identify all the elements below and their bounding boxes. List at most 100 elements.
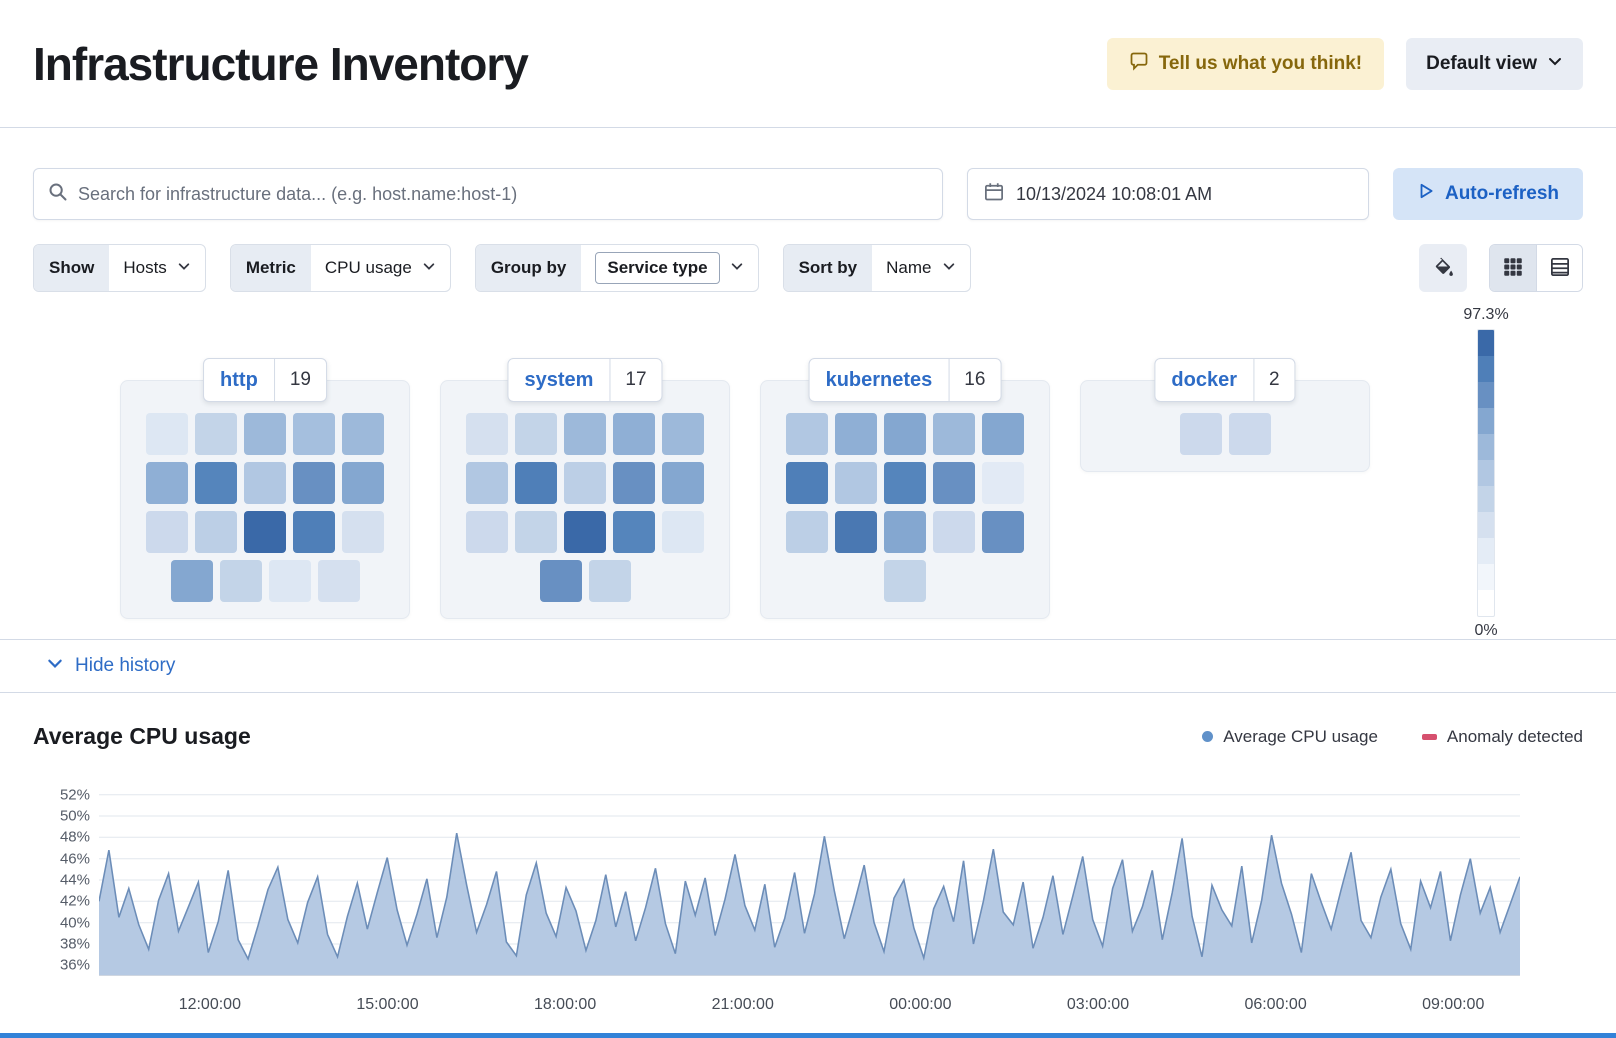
- x-axis-label: 03:00:00: [1066, 996, 1130, 1013]
- host-tile[interactable]: [244, 413, 286, 455]
- fill-color-button[interactable]: [1419, 244, 1467, 292]
- host-tile[interactable]: [244, 511, 286, 553]
- host-tile[interactable]: [342, 462, 384, 504]
- host-tile[interactable]: [539, 560, 582, 602]
- host-tile[interactable]: [564, 462, 606, 504]
- group-label[interactable]: http 19: [203, 358, 327, 402]
- host-tile[interactable]: [588, 560, 631, 602]
- host-tile[interactable]: [933, 413, 975, 455]
- host-tile[interactable]: [146, 462, 188, 504]
- x-axis-label: 09:00:00: [1422, 996, 1485, 1013]
- service-group: system 17: [440, 358, 730, 619]
- metric-filter[interactable]: Metric CPU usage: [229, 244, 451, 292]
- host-tile[interactable]: [564, 413, 606, 455]
- host-tile[interactable]: [342, 413, 384, 455]
- host-tile[interactable]: [195, 413, 237, 455]
- host-tile[interactable]: [982, 511, 1024, 553]
- legend-item-average-cpu[interactable]: Average CPU usage: [1202, 727, 1378, 747]
- host-tile[interactable]: [268, 560, 311, 602]
- group-tiles: [441, 413, 729, 602]
- host-tile[interactable]: [884, 511, 926, 553]
- sort-by-filter[interactable]: Sort by Name: [782, 244, 971, 292]
- host-tile[interactable]: [170, 560, 213, 602]
- auto-refresh-button[interactable]: Auto-refresh: [1392, 168, 1583, 220]
- host-tile[interactable]: [786, 511, 828, 553]
- color-scale-legend: 97.3% 0%: [1448, 306, 1524, 640]
- host-tile[interactable]: [835, 413, 877, 455]
- host-tile[interactable]: [244, 462, 286, 504]
- group-count: 2: [1253, 359, 1295, 401]
- host-tile[interactable]: [195, 511, 237, 553]
- feedback-button[interactable]: Tell us what you think!: [1106, 37, 1385, 90]
- x-axis-label: 15:00:00: [356, 996, 419, 1013]
- host-tile[interactable]: [466, 413, 508, 455]
- host-tile[interactable]: [786, 413, 828, 455]
- host-tile[interactable]: [1179, 413, 1222, 455]
- x-axis-label: 21:00:00: [711, 996, 774, 1013]
- group-label[interactable]: docker 2: [1154, 358, 1296, 402]
- group-count: 17: [609, 359, 661, 401]
- host-tile[interactable]: [1228, 413, 1271, 455]
- cpu-usage-chart: [99, 794, 1520, 976]
- host-tile[interactable]: [342, 511, 384, 553]
- toolbar: 10/13/2024 10:08:01 AM Auto-refresh: [0, 128, 1616, 220]
- host-tile[interactable]: [293, 413, 335, 455]
- service-group: http 19: [120, 358, 410, 619]
- host-tile[interactable]: [146, 413, 188, 455]
- chart-title: Average CPU usage: [33, 723, 251, 749]
- host-tile[interactable]: [613, 413, 655, 455]
- host-tile[interactable]: [933, 462, 975, 504]
- legend-item-anomaly[interactable]: Anomaly detected: [1421, 727, 1583, 747]
- history-chart-section: Average CPU usage Average CPU usage Anom…: [0, 693, 1616, 1033]
- host-tile[interactable]: [613, 462, 655, 504]
- show-filter[interactable]: Show Hosts: [33, 244, 206, 292]
- host-tile[interactable]: [835, 511, 877, 553]
- x-axis-label: 06:00:00: [1244, 996, 1307, 1013]
- cpu-usage-plot[interactable]: 36% 38% 40% 42% 44% 46% 48% 50% 52%: [60, 784, 1520, 976]
- calendar-icon: [984, 182, 1004, 207]
- host-tile[interactable]: [662, 413, 704, 455]
- host-tile[interactable]: [515, 462, 557, 504]
- host-tile[interactable]: [613, 511, 655, 553]
- view-dropdown-button[interactable]: Default view: [1406, 37, 1583, 90]
- grid-view-button[interactable]: [1490, 245, 1536, 291]
- host-tile[interactable]: [662, 462, 704, 504]
- host-tile[interactable]: [982, 462, 1024, 504]
- host-tile[interactable]: [317, 560, 360, 602]
- host-tile[interactable]: [293, 511, 335, 553]
- host-tile[interactable]: [564, 511, 606, 553]
- host-tile[interactable]: [884, 462, 926, 504]
- view-mode-toggle: [1489, 244, 1583, 292]
- date-picker[interactable]: 10/13/2024 10:08:01 AM: [966, 168, 1369, 220]
- group-label[interactable]: kubernetes 16: [808, 358, 1002, 402]
- y-axis-label: 50%: [59, 807, 90, 825]
- host-tile[interactable]: [662, 511, 704, 553]
- host-tile[interactable]: [933, 511, 975, 553]
- group-name: system: [524, 368, 594, 391]
- waffle-map-section: http 19 system 17 kubernetes 16 docker 2…: [0, 292, 1616, 639]
- service-group: docker 2: [1080, 358, 1370, 472]
- host-tile[interactable]: [466, 511, 508, 553]
- group-count: 16: [948, 359, 1000, 401]
- chart-legend: Average CPU usage Anomaly detected: [1202, 727, 1583, 747]
- table-view-button[interactable]: [1536, 245, 1582, 291]
- host-tile[interactable]: [982, 413, 1024, 455]
- filter-bar: Show Hosts Metric CPU usage Group by Ser…: [0, 220, 1616, 292]
- host-tile[interactable]: [786, 462, 828, 504]
- host-tile[interactable]: [146, 511, 188, 553]
- hide-history-toggle[interactable]: Hide history: [0, 639, 1616, 693]
- host-tile[interactable]: [293, 462, 335, 504]
- host-tile[interactable]: [515, 413, 557, 455]
- host-tile[interactable]: [195, 462, 237, 504]
- search-input[interactable]: [78, 183, 928, 205]
- host-tile[interactable]: [515, 511, 557, 553]
- scale-bar: [1477, 329, 1495, 617]
- host-tile[interactable]: [466, 462, 508, 504]
- host-tile[interactable]: [219, 560, 262, 602]
- host-tile[interactable]: [884, 413, 926, 455]
- host-tile[interactable]: [884, 560, 926, 602]
- group-label[interactable]: system 17: [507, 358, 663, 402]
- group-by-filter[interactable]: Group by Service type: [474, 244, 759, 292]
- group-tiles: [121, 413, 409, 602]
- host-tile[interactable]: [835, 462, 877, 504]
